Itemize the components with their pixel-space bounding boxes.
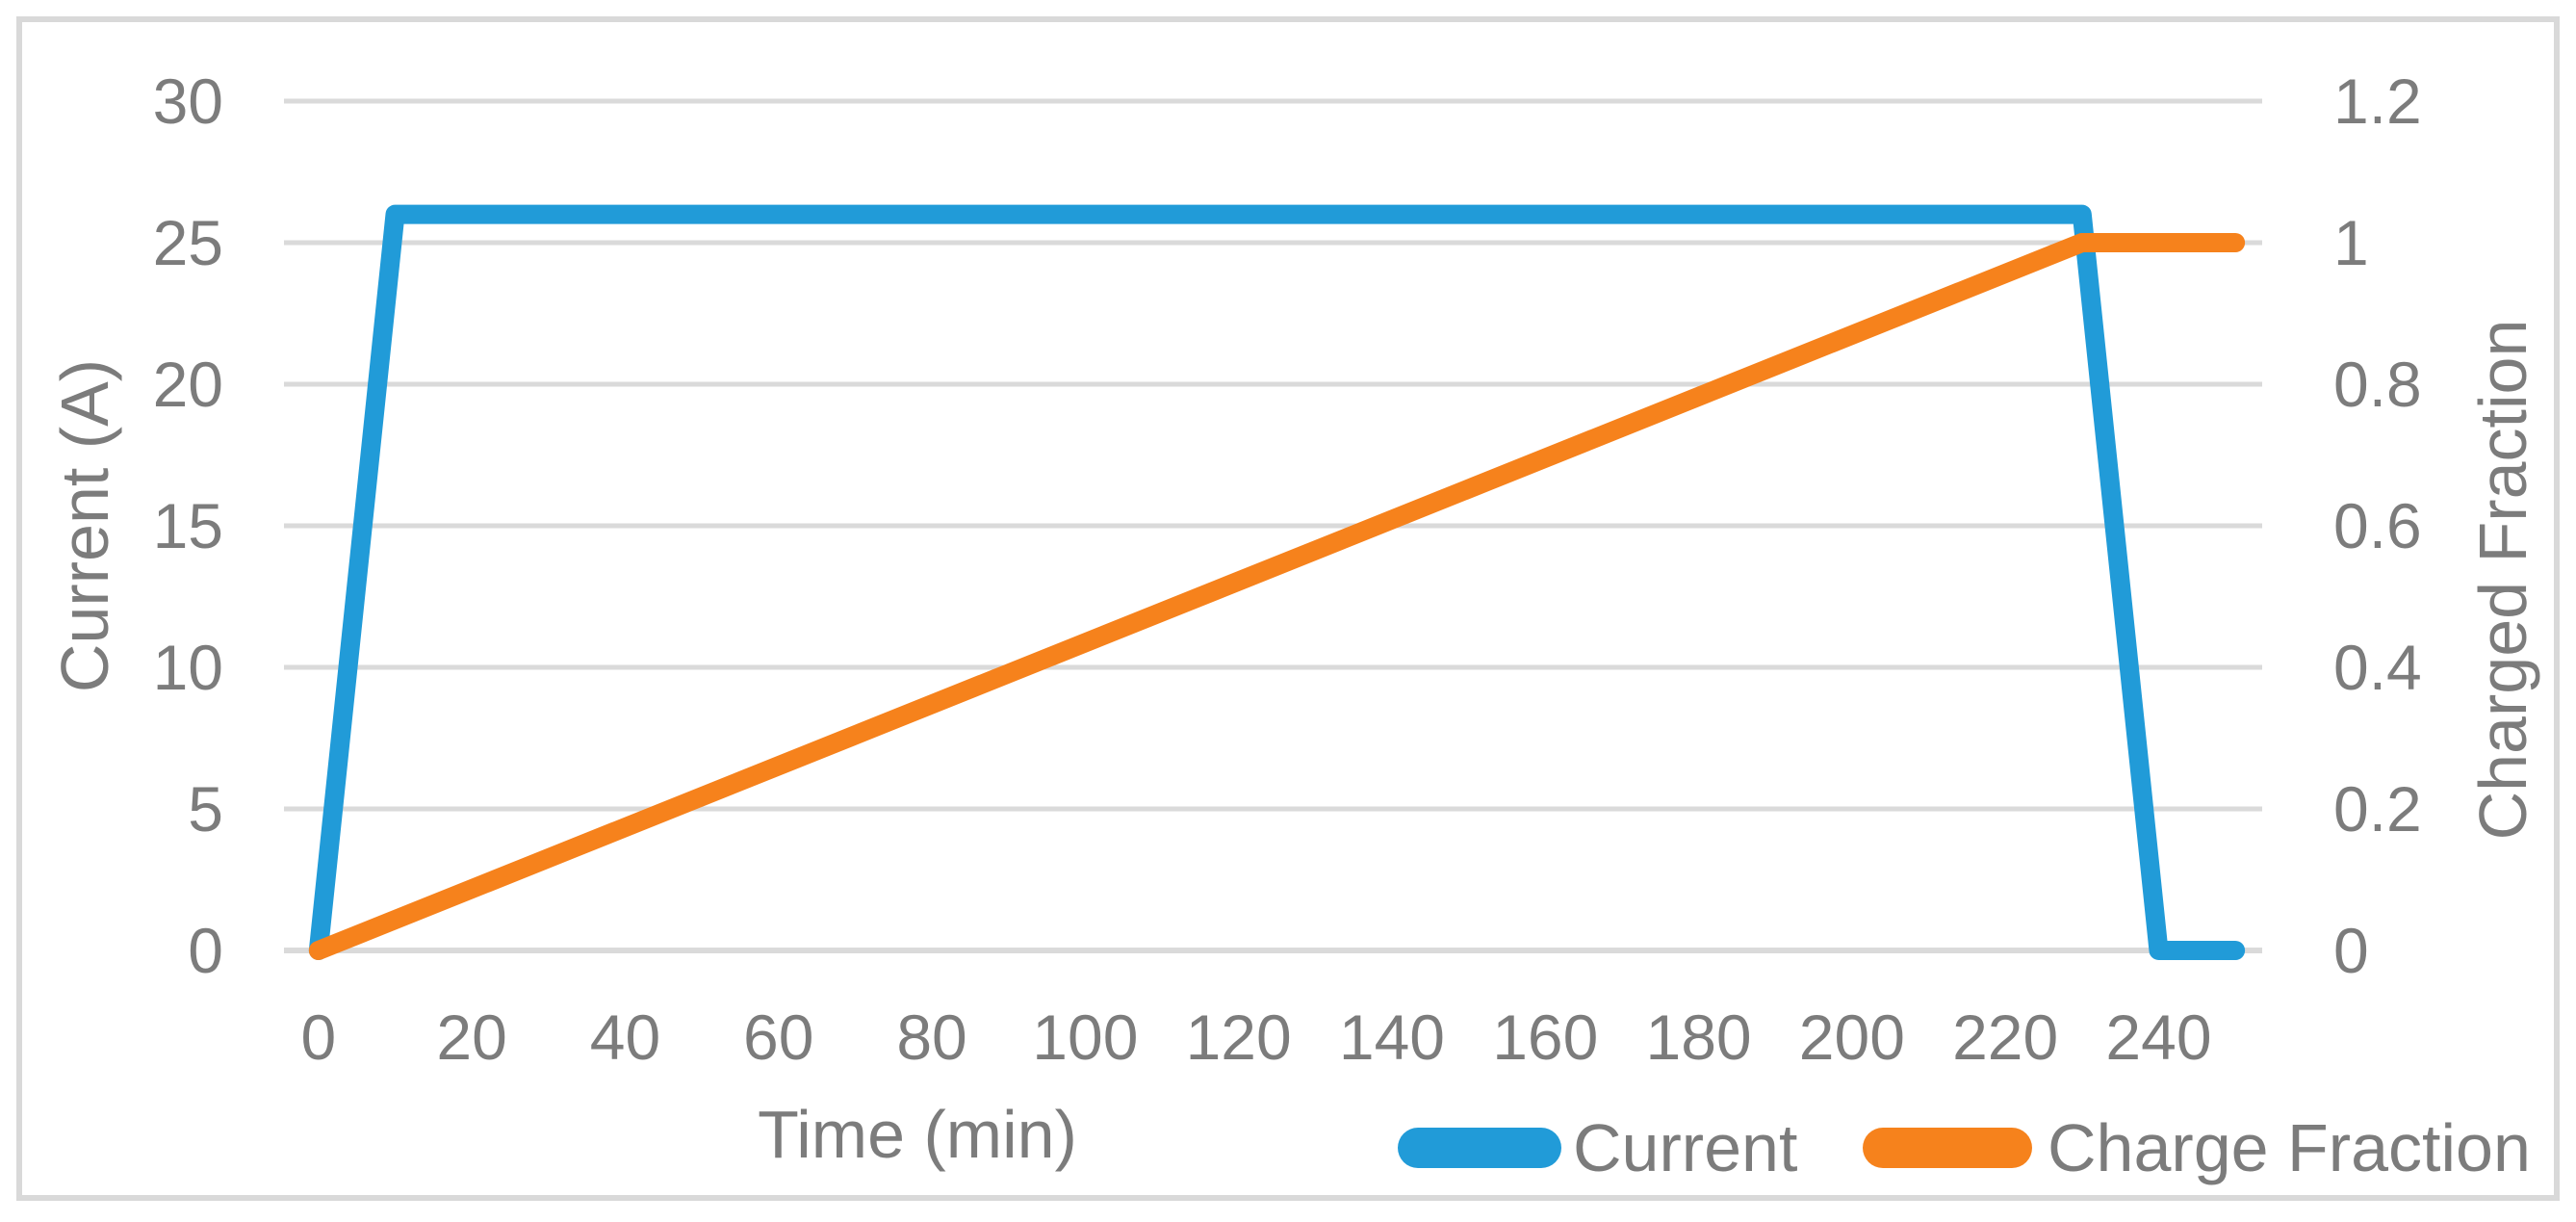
x-tick-label: 40: [590, 1001, 660, 1073]
legend-label-current: Current: [1573, 1110, 1797, 1185]
x-axis-title: Time (min): [758, 1097, 1077, 1172]
axis-tick-labels: 0 20 40 60 80 100 120 140 160 180 200 220 2400510152…: [153, 65, 2422, 1073]
left-tick-label: 20: [153, 349, 223, 420]
x-tick-label: 240: [2105, 1001, 2211, 1073]
left-tick-label: 10: [153, 632, 223, 703]
right-tick-label: 0.8: [2333, 349, 2422, 420]
left-tick-label: 30: [153, 65, 223, 137]
x-tick-label: 0: [300, 1001, 336, 1073]
left-axis-title: Current (A): [47, 359, 122, 692]
right-axis-title: Charged Fraction: [2465, 320, 2540, 841]
x-tick-label: 140: [1339, 1001, 1445, 1073]
x-tick-label: 80: [896, 1001, 966, 1073]
right-tick-label: 1: [2333, 207, 2369, 278]
right-tick-label: 0.2: [2333, 773, 2422, 845]
x-tick-label: 160: [1492, 1001, 1598, 1073]
series-lines: [308, 204, 2246, 960]
left-tick-label: 25: [153, 207, 223, 278]
right-tick-label: 0.4: [2333, 632, 2422, 703]
x-tick-label: 20: [436, 1001, 506, 1073]
left-tick-label: 15: [153, 490, 223, 561]
gridlines: [284, 98, 2262, 953]
left-tick-label: 5: [188, 773, 223, 845]
right-tick-label: 0.6: [2333, 490, 2422, 561]
x-tick-label: 120: [1186, 1001, 1292, 1073]
legend-swatch-charge-fraction: [1863, 1128, 2032, 1168]
left-tick-label: 0: [188, 915, 223, 986]
legend-label-charge-fraction: Charge Fraction: [2048, 1110, 2531, 1185]
x-tick-label: 180: [1646, 1001, 1752, 1073]
series-line-current: [308, 204, 2246, 960]
right-tick-label: 1.2: [2333, 65, 2422, 137]
x-tick-label: 60: [743, 1001, 813, 1073]
legend: Current Charge Fraction: [1398, 1110, 2531, 1185]
right-tick-label: 0: [2333, 915, 2369, 986]
x-tick-label: 220: [1952, 1001, 2058, 1073]
series-line-charge-fraction: [308, 233, 2246, 960]
x-tick-label: 200: [1799, 1001, 1905, 1073]
x-tick-label: 100: [1032, 1001, 1138, 1073]
legend-swatch-current: [1398, 1128, 1561, 1168]
